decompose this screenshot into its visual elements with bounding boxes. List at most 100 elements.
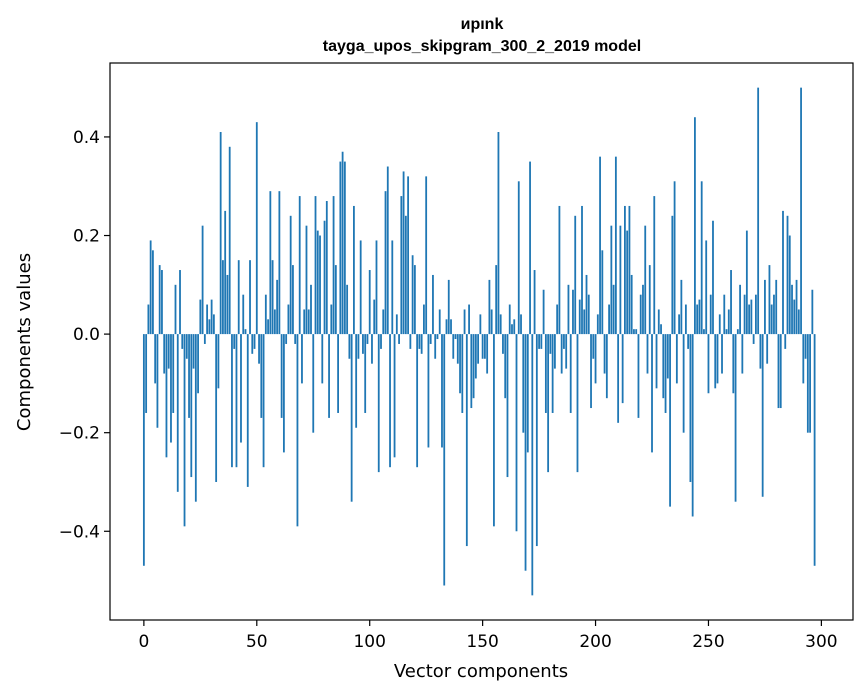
bar-22 xyxy=(192,334,195,369)
bar-245 xyxy=(696,304,699,335)
bar-213 xyxy=(624,205,626,335)
bar-3 xyxy=(149,240,152,335)
bar-11 xyxy=(167,334,170,369)
bar-206 xyxy=(608,304,611,335)
x-tick-label-4: 200 xyxy=(579,632,611,652)
bar-170 xyxy=(526,334,529,453)
bar-178 xyxy=(544,334,547,413)
bar-258 xyxy=(725,329,728,335)
bar-244 xyxy=(694,117,696,335)
bar-50 xyxy=(255,122,258,335)
bar-251 xyxy=(709,294,712,335)
bar-series xyxy=(142,87,816,596)
bar-55 xyxy=(267,319,269,335)
bar-67 xyxy=(294,334,297,344)
bar-208 xyxy=(612,284,615,335)
bar-78 xyxy=(319,235,321,335)
bar-292 xyxy=(802,334,805,384)
bar-96 xyxy=(359,240,362,335)
bar-54 xyxy=(264,294,267,335)
bar-287 xyxy=(791,284,793,335)
bar-220 xyxy=(639,294,642,335)
bar-68 xyxy=(296,334,299,527)
bar-249 xyxy=(705,240,708,335)
bar-198 xyxy=(590,334,592,409)
bar-242 xyxy=(689,334,692,482)
bar-41 xyxy=(235,334,238,468)
bar-228 xyxy=(657,309,660,335)
bar-192 xyxy=(576,334,579,473)
bar-186 xyxy=(563,334,565,349)
bar-109 xyxy=(389,334,391,468)
bar-150 xyxy=(481,334,484,359)
bar-164 xyxy=(513,319,516,335)
x-tick-label-5: 250 xyxy=(692,632,724,652)
bar-223 xyxy=(646,334,649,374)
bar-140 xyxy=(459,334,461,394)
bar-261 xyxy=(732,334,735,394)
bar-175 xyxy=(538,334,540,349)
bar-72 xyxy=(305,225,308,335)
bar-4 xyxy=(152,250,154,335)
bar-269 xyxy=(750,299,753,335)
bar-128 xyxy=(432,274,434,335)
bar-154 xyxy=(490,309,493,335)
bar-167 xyxy=(520,314,522,335)
bar-218 xyxy=(635,329,638,335)
bar-279 xyxy=(773,294,775,335)
bar-141 xyxy=(461,334,464,413)
bar-248 xyxy=(703,329,705,335)
bar-151 xyxy=(483,334,486,359)
bar-101 xyxy=(371,334,373,364)
bar-15 xyxy=(176,334,179,492)
bar-7 xyxy=(158,265,161,335)
bar-70 xyxy=(301,334,303,384)
bar-179 xyxy=(547,334,550,473)
bar-284 xyxy=(784,334,787,349)
bar-215 xyxy=(628,205,631,335)
bar-113 xyxy=(398,334,400,344)
bar-268 xyxy=(748,304,751,335)
bar-92 xyxy=(350,334,353,502)
bar-273 xyxy=(759,334,762,369)
bar-254 xyxy=(716,334,719,384)
bar-137 xyxy=(452,334,455,359)
bar-211 xyxy=(619,225,622,335)
bar-65 xyxy=(289,215,292,335)
y-tick-label-3: 0.2 xyxy=(73,227,100,247)
bar-130 xyxy=(436,334,439,340)
bar-189 xyxy=(569,334,572,413)
bar-256 xyxy=(721,334,723,374)
bar-42 xyxy=(237,260,240,335)
bar-108 xyxy=(386,166,389,335)
bar-81 xyxy=(325,201,328,335)
bar-105 xyxy=(380,334,382,349)
bar-74 xyxy=(310,284,312,335)
bar-176 xyxy=(540,334,543,349)
bar-44 xyxy=(242,294,245,335)
bar-233 xyxy=(669,334,671,507)
bar-156 xyxy=(495,265,498,335)
bar-31 xyxy=(212,314,215,335)
bar-48 xyxy=(251,334,254,354)
bar-257 xyxy=(723,294,726,335)
bar-49 xyxy=(253,334,256,349)
bar-73 xyxy=(307,309,310,335)
bar-123 xyxy=(420,334,423,354)
bar-172 xyxy=(531,334,534,596)
bar-205 xyxy=(605,334,608,399)
bar-252 xyxy=(712,220,714,335)
bar-133 xyxy=(443,334,446,586)
bar-16 xyxy=(179,270,181,335)
bar-57 xyxy=(271,260,274,335)
bar-159 xyxy=(502,334,504,354)
bar-209 xyxy=(614,156,617,335)
bar-264 xyxy=(739,284,741,335)
bar-1 xyxy=(145,334,148,413)
bar-83 xyxy=(330,304,333,335)
bar-94 xyxy=(355,334,358,428)
bar-204 xyxy=(603,334,606,374)
bar-296 xyxy=(811,289,814,335)
y-axis-ticks: −0.4 −0.2 0.0 0.2 0.4 xyxy=(59,128,110,542)
bar-246 xyxy=(698,299,701,335)
